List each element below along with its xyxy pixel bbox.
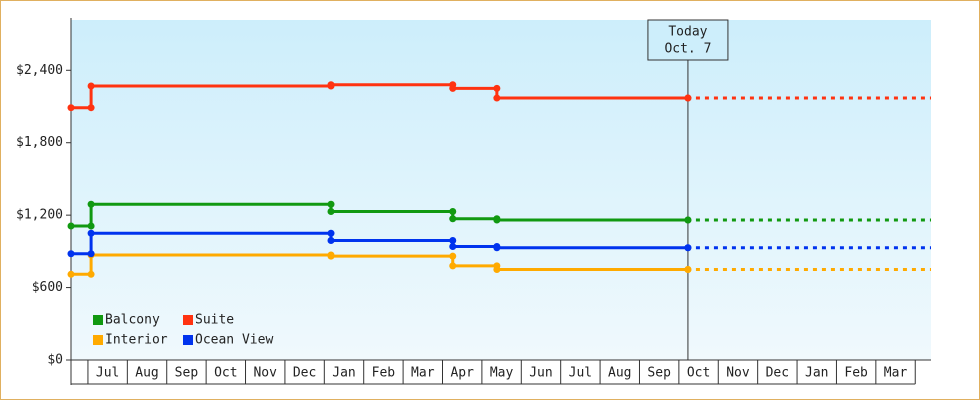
point	[67, 104, 75, 112]
legend-swatch	[183, 335, 193, 345]
point	[493, 244, 501, 252]
point	[67, 270, 75, 278]
today-label: Today	[668, 25, 707, 40]
x-tick-label: Jan	[805, 366, 828, 381]
point	[449, 262, 457, 270]
point	[449, 208, 457, 216]
point	[493, 265, 501, 273]
plot-background	[71, 20, 931, 360]
point	[449, 215, 457, 223]
x-tick-label: May	[490, 366, 514, 381]
point	[327, 252, 335, 260]
point	[684, 94, 692, 102]
point	[87, 270, 95, 278]
point	[327, 236, 335, 244]
point	[87, 229, 95, 237]
x-tick-label: Nov	[253, 366, 277, 381]
point	[87, 200, 95, 208]
point	[449, 252, 457, 260]
legend-label: Suite	[195, 313, 234, 328]
x-tick-label: Apr	[450, 366, 474, 381]
x-tick-label: Aug	[135, 366, 158, 381]
y-tick-label: $1,200	[16, 208, 63, 223]
x-tick-label: Nov	[726, 366, 750, 381]
series-line	[71, 83, 688, 110]
x-tick-label: Aug	[608, 366, 631, 381]
x-tick-label: Jan	[332, 366, 355, 381]
point	[67, 222, 75, 230]
x-tick-label: Dec	[766, 366, 789, 381]
today-box	[647, 19, 729, 61]
point	[493, 94, 501, 102]
x-tick-label: Sep	[647, 366, 671, 381]
y-tick-label: $2,400	[16, 63, 63, 78]
x-tick-label: Jul	[569, 366, 592, 381]
point	[449, 84, 457, 92]
point	[87, 104, 95, 112]
point	[327, 208, 335, 216]
y-tick-label: $1,800	[16, 135, 63, 150]
point	[684, 244, 692, 252]
point	[684, 265, 692, 273]
x-tick-label: Jun	[529, 366, 552, 381]
legend-swatch	[93, 335, 103, 345]
y-tick-label: $600	[32, 280, 63, 295]
x-tick-label: Feb	[844, 366, 868, 381]
point	[67, 250, 75, 258]
today-date: Oct. 7	[664, 42, 711, 57]
x-tick-label: Oct	[687, 366, 710, 381]
point	[87, 222, 95, 230]
x-tick-label: Feb	[372, 366, 396, 381]
legend-label: Balcony	[105, 313, 160, 328]
x-tick-label: Jul	[96, 366, 119, 381]
x-tick-label: Dec	[293, 366, 316, 381]
legend-swatch	[183, 315, 193, 325]
legend-swatch	[93, 315, 103, 325]
x-tick-label: Mar	[884, 366, 908, 381]
x-tick-label: Sep	[175, 366, 199, 381]
legend-label: Interior	[105, 333, 168, 348]
point	[327, 200, 335, 208]
point	[87, 82, 95, 90]
y-tick-label: $0	[47, 353, 63, 368]
point	[327, 229, 335, 237]
point	[87, 250, 95, 258]
x-tick-label: Mar	[411, 366, 435, 381]
point	[449, 236, 457, 244]
point	[493, 216, 501, 224]
point	[493, 84, 501, 92]
point	[327, 81, 335, 89]
point	[684, 216, 692, 224]
point	[449, 243, 457, 251]
x-tick-label: Oct	[214, 366, 237, 381]
legend-label: Ocean View	[195, 333, 273, 348]
